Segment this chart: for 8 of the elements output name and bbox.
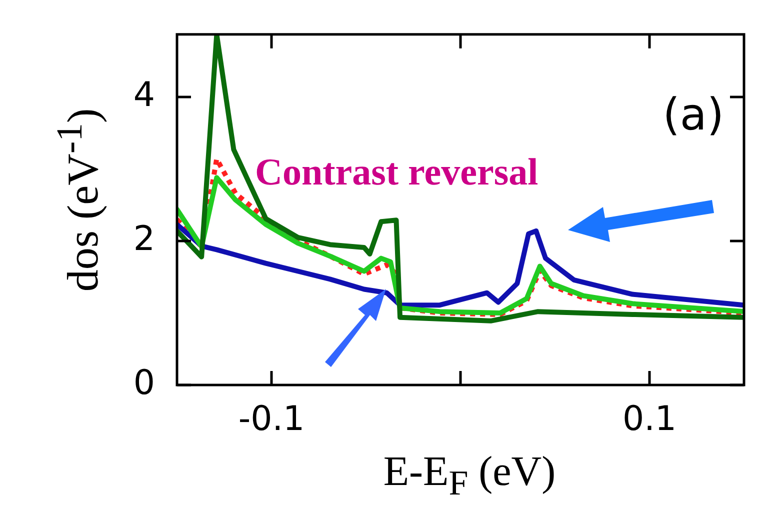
y-tick-label: 2 <box>133 218 155 259</box>
annotation: Contrast reversal <box>255 151 538 194</box>
x-tick-label: 0.1 <box>622 399 677 440</box>
y-tick-label: 4 <box>133 74 155 115</box>
y-tick-label: 0 <box>133 362 155 403</box>
x-tick-label: -0.1 <box>238 399 305 440</box>
x-axis-title: E-E$_{F}$ (eV) <box>382 448 557 504</box>
annotation: (a) <box>662 89 724 140</box>
